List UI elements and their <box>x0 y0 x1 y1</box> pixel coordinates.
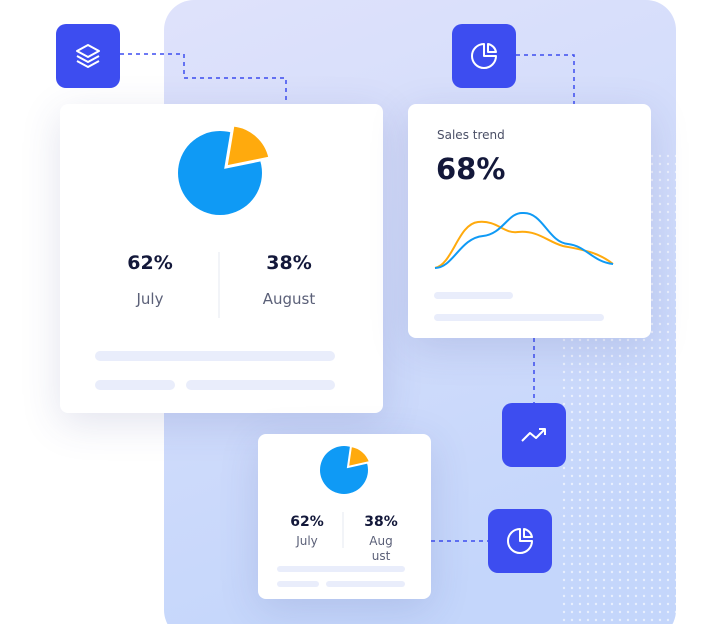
pie-slice <box>346 444 372 469</box>
placeholder-bar <box>186 380 335 390</box>
placeholder-bar <box>434 314 604 321</box>
small-card-graphics <box>277 444 405 587</box>
placeholder-bar <box>277 581 319 587</box>
stat-value: 62% <box>127 252 173 274</box>
placeholder-bar <box>326 581 405 587</box>
stat-value: 38% <box>364 514 398 530</box>
trend-title: Sales trend <box>437 128 505 142</box>
trend-line <box>434 220 614 269</box>
trend-card: Sales trend 68% <box>408 104 651 338</box>
stat-label: July <box>296 534 318 548</box>
main-card-graphics <box>95 123 335 390</box>
placeholder-bar <box>95 351 335 361</box>
trend-value: 68% <box>436 152 506 186</box>
stat-value: 62% <box>290 514 324 530</box>
trend-graphics <box>434 211 614 321</box>
placeholder-bar <box>277 566 405 572</box>
pie-slice <box>224 123 272 169</box>
stat-value: 38% <box>266 252 312 274</box>
stat-label: August <box>369 534 393 563</box>
connectors <box>120 53 575 542</box>
trend-line <box>434 211 614 269</box>
stat-label: August <box>262 290 316 308</box>
stat-label: July <box>136 290 164 308</box>
small-card: 62% July 38% August <box>258 434 431 599</box>
placeholder-bar <box>434 292 513 299</box>
placeholder-bar <box>95 380 175 390</box>
main-card: 62% July 38% August <box>60 104 383 413</box>
